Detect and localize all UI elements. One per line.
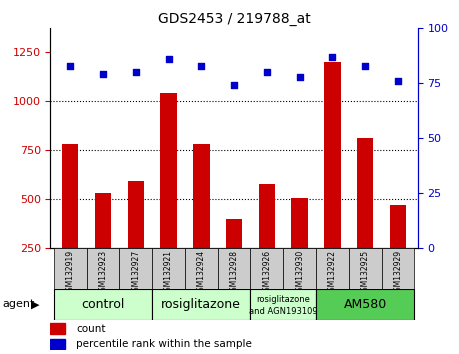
Text: control: control	[81, 298, 125, 311]
Text: count: count	[76, 324, 106, 334]
Point	[394, 78, 402, 84]
Bar	[50, 338, 65, 349]
Text: GSM132919: GSM132919	[66, 250, 75, 296]
Text: GSM132924: GSM132924	[197, 250, 206, 296]
Point	[132, 69, 140, 75]
Bar	[390, 205, 406, 297]
Point	[329, 54, 336, 60]
Text: and AGN193109: and AGN193109	[249, 307, 318, 316]
Bar	[95, 193, 111, 297]
Text: GSM132927: GSM132927	[131, 250, 140, 296]
Bar	[185, 248, 218, 289]
Text: rosiglitazone: rosiglitazone	[256, 295, 310, 304]
Bar	[54, 248, 87, 289]
Bar	[152, 289, 251, 320]
Text: GSM132921: GSM132921	[164, 250, 173, 296]
Bar	[381, 248, 414, 289]
Text: rosiglitazone: rosiglitazone	[162, 298, 241, 311]
Bar	[62, 144, 78, 297]
Bar	[152, 248, 185, 289]
Text: GSM132928: GSM132928	[230, 250, 239, 296]
Bar	[357, 138, 374, 297]
Point	[198, 63, 205, 68]
Bar	[324, 62, 341, 297]
Text: AM580: AM580	[344, 298, 387, 311]
Bar	[349, 248, 381, 289]
Bar	[316, 248, 349, 289]
Bar	[119, 248, 152, 289]
Text: GSM132929: GSM132929	[393, 250, 403, 296]
Bar	[50, 323, 65, 334]
Text: percentile rank within the sample: percentile rank within the sample	[76, 339, 252, 349]
Bar	[259, 184, 275, 297]
Point	[230, 82, 238, 88]
Point	[296, 74, 303, 79]
Bar	[283, 248, 316, 289]
Bar	[218, 248, 251, 289]
Bar	[128, 181, 144, 297]
Bar	[160, 93, 177, 297]
Text: agent: agent	[2, 299, 35, 309]
Point	[99, 72, 106, 77]
Bar	[54, 289, 152, 320]
Title: GDS2453 / 219788_at: GDS2453 / 219788_at	[158, 12, 310, 26]
Text: GSM132930: GSM132930	[295, 250, 304, 296]
Text: GSM132926: GSM132926	[263, 250, 271, 296]
Point	[362, 63, 369, 68]
Bar	[316, 289, 414, 320]
Bar	[193, 144, 209, 297]
Point	[263, 69, 270, 75]
Point	[165, 56, 172, 62]
Bar	[251, 289, 316, 320]
Text: GSM132923: GSM132923	[98, 250, 107, 296]
Point	[67, 63, 74, 68]
Text: GSM132925: GSM132925	[361, 250, 370, 296]
Bar	[226, 219, 242, 297]
Bar	[291, 198, 308, 297]
Bar	[251, 248, 283, 289]
Text: ▶: ▶	[31, 299, 40, 309]
Text: GSM132922: GSM132922	[328, 250, 337, 296]
Bar	[87, 248, 119, 289]
